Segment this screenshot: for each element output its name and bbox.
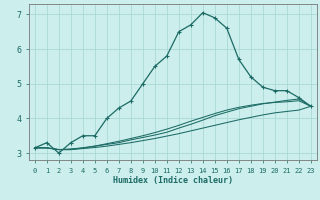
X-axis label: Humidex (Indice chaleur): Humidex (Indice chaleur)	[113, 176, 233, 185]
